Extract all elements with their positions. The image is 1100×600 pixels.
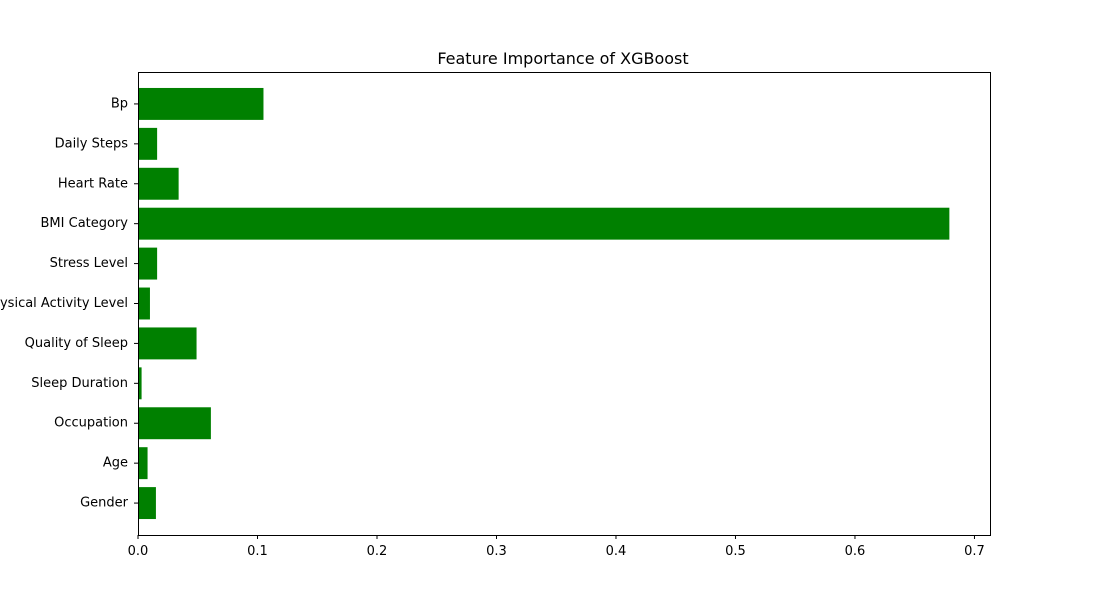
y-tick-label-stress-level: Stress Level [50,256,128,271]
y-axis-ticks: Gender Age Occupation Sleep Duration Quality… [0,96,138,511]
y-tick-label-gender: Gender [80,496,129,511]
bar-occupation [138,407,211,440]
bar-sleep-duration [138,367,142,400]
bar-daily-steps [138,127,158,160]
bar-physical-activity-level [138,287,150,320]
x-tick-label-3: 0.3 [486,544,507,559]
y-tick-label-physical-activity-level: Physical Activity Level [0,296,128,311]
bar-bp [138,87,264,120]
y-tick-label-occupation: Occupation [54,416,128,431]
y-tick-label-age: Age [103,456,128,471]
x-tick-label-5: 0.5 [725,544,746,559]
bar-stress-level [138,247,158,280]
bar-heart-rate [138,167,179,200]
bar-gender [138,487,156,520]
x-tick-label-6: 0.6 [845,544,866,559]
bars-layer [138,87,950,520]
x-tick-label-0: 0.0 [128,544,149,559]
y-tick-label-sleep-duration: Sleep Duration [31,376,128,391]
y-tick-label-bp: Bp [111,96,128,111]
y-tick-label-quality-of-sleep: Quality of Sleep [25,336,128,351]
x-tick-label-7: 0.7 [964,544,985,559]
plot-frame [138,72,991,536]
x-tick-label-2: 0.2 [367,544,388,559]
x-tick-label-1: 0.1 [247,544,268,559]
x-tick-label-4: 0.4 [606,544,627,559]
y-tick-label-daily-steps: Daily Steps [55,136,129,151]
bar-age [138,447,148,480]
chart-title: Feature Importance of XGBoost [437,49,688,68]
bar-bmi-category [138,207,950,240]
y-tick-label-bmi-category: BMI Category [41,216,129,231]
y-tick-label-heart-rate: Heart Rate [58,176,128,191]
x-axis-ticks: 0.0 0.1 0.2 0.3 0.4 0.5 0.6 0.7 [128,535,985,559]
bar-quality-of-sleep [138,327,197,360]
